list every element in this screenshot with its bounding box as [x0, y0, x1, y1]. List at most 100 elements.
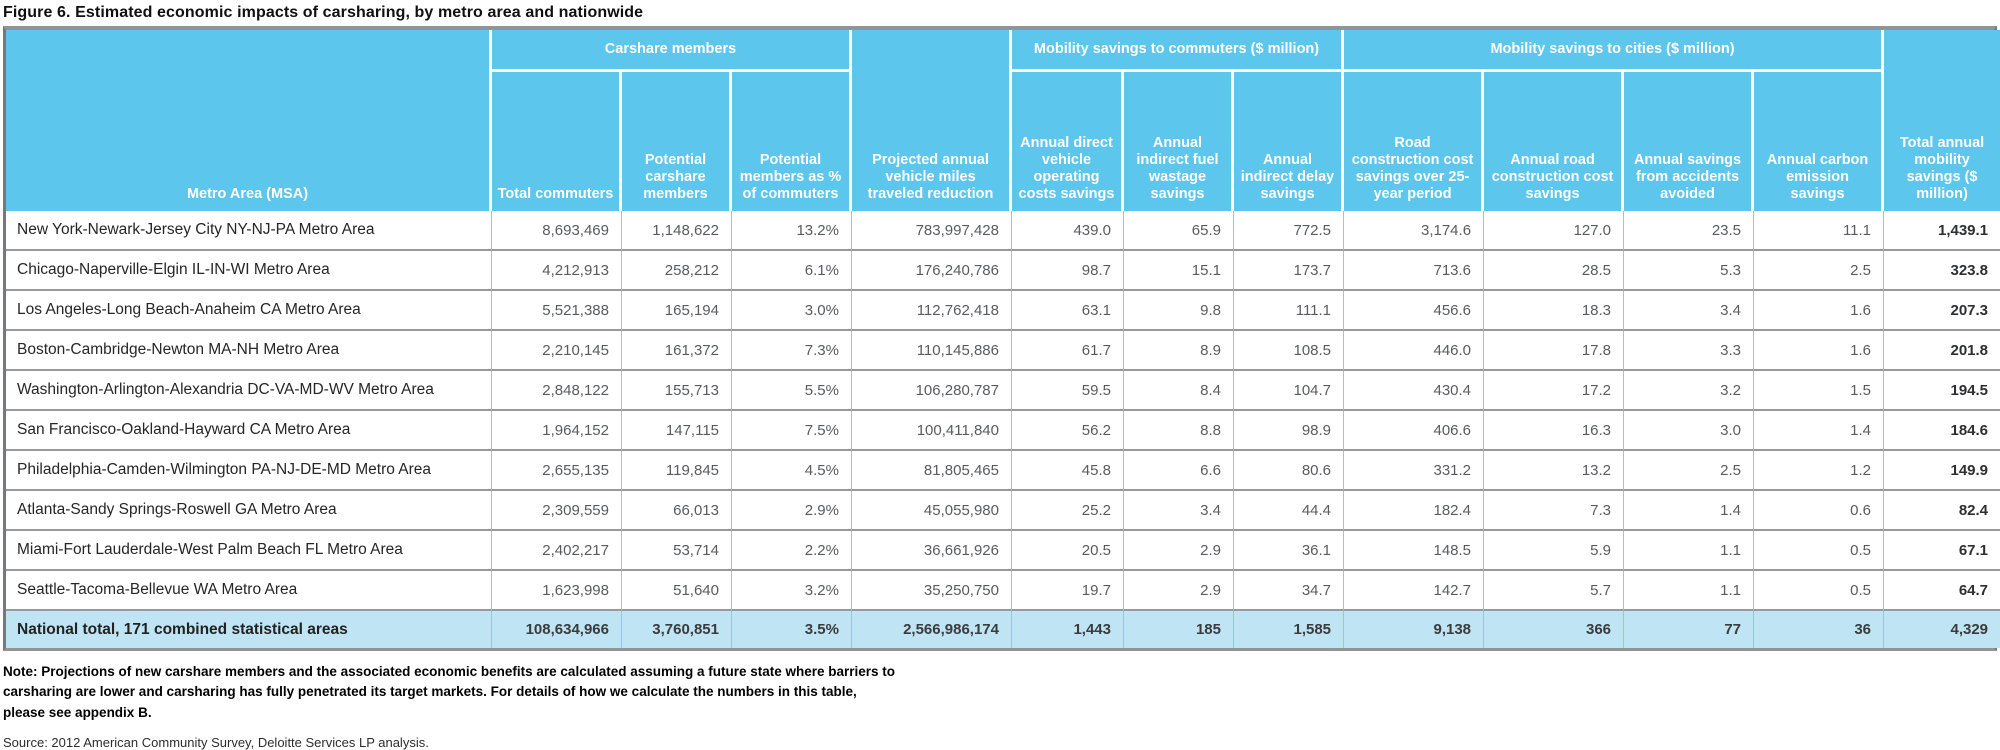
data-cell: 59.5 [1012, 371, 1124, 411]
data-cell: 5.9 [1484, 531, 1625, 571]
data-cell: 13.2 [1484, 451, 1625, 491]
data-cell: 713.6 [1344, 251, 1485, 291]
total-savings-cell: 194.5 [1884, 371, 2000, 411]
figure-source: Source: 2012 American Community Survey, … [3, 734, 429, 750]
data-cell: 1.2 [1754, 451, 1885, 491]
data-cell: 3.3 [1624, 331, 1755, 371]
data-cell: 5.7 [1484, 571, 1625, 611]
data-cell: 331.2 [1344, 451, 1485, 491]
data-cell: 7.3% [732, 331, 852, 371]
data-cell: 173.7 [1234, 251, 1345, 291]
data-cell: 258,212 [622, 251, 732, 291]
data-cell: 63.1 [1012, 291, 1124, 331]
data-cell: 3.4 [1624, 291, 1755, 331]
data-cell: 2.9 [1124, 531, 1234, 571]
col-header-carbon-savings: Annual carbon emission savings [1754, 72, 1885, 211]
data-cell: 2,210,145 [492, 331, 622, 371]
data-cell: 2,566,986,174 [852, 611, 1012, 648]
data-cell: 406.6 [1344, 411, 1485, 451]
table-row-seattle: Seattle-Tacoma-Bellevue WA Metro Area 1,… [6, 571, 2000, 611]
data-cell: 17.2 [1484, 371, 1625, 411]
data-cell: 77 [1624, 611, 1755, 648]
data-cell: 1,148,622 [622, 211, 732, 251]
data-cell: 13.2% [732, 211, 852, 251]
total-savings-cell: 1,439.1 [1884, 211, 2000, 251]
figure-note: Note: Projections of new carshare member… [0, 651, 2000, 723]
data-cell: 1.1 [1624, 531, 1755, 571]
data-cell: 98.9 [1234, 411, 1345, 451]
data-cell: 104.7 [1234, 371, 1345, 411]
data-cell: 185 [1124, 611, 1234, 648]
data-cell: 61.7 [1012, 331, 1124, 371]
total-savings-cell: 323.8 [1884, 251, 2000, 291]
data-cell: 110,145,886 [852, 331, 1012, 371]
total-savings-cell: 207.3 [1884, 291, 2000, 331]
data-cell: 100,411,840 [852, 411, 1012, 451]
group-header-carshare-members: Carshare members [492, 30, 852, 72]
data-cell: 2,309,559 [492, 491, 622, 531]
data-cell: 142.7 [1344, 571, 1485, 611]
data-cell: 161,372 [622, 331, 732, 371]
data-cell: 176,240,786 [852, 251, 1012, 291]
data-cell: 430.4 [1344, 371, 1485, 411]
data-cell: 2.2% [732, 531, 852, 571]
data-cell: 1.5 [1754, 371, 1885, 411]
data-cell: 11.1 [1754, 211, 1885, 251]
col-header-potential-members-pct: Potential members as % of commuters [732, 72, 852, 211]
data-cell: 3,174.6 [1344, 211, 1485, 251]
data-cell: 446.0 [1344, 331, 1485, 371]
data-cell: 1,964,152 [492, 411, 622, 451]
col-header-projected-vmt-reduction: Projected annual vehicle miles traveled … [852, 30, 1012, 211]
data-cell: 1.4 [1754, 411, 1885, 451]
data-cell: 9,138 [1344, 611, 1485, 648]
data-cell: 15.1 [1124, 251, 1234, 291]
data-cell: 5.5% [732, 371, 852, 411]
metro-cell: Washington-Arlington-Alexandria DC-VA-MD… [6, 371, 492, 411]
national-total-label: National total, 171 combined statistical… [6, 611, 492, 648]
data-cell: 34.7 [1234, 571, 1345, 611]
data-cell: 6.1% [732, 251, 852, 291]
group-header-commuter-savings: Mobility savings to commuters ($ million… [1012, 30, 1345, 72]
figure-title: Figure 6. Estimated economic impacts of … [3, 4, 644, 21]
col-header-direct-operating-savings: Annual direct vehicle operating costs sa… [1012, 72, 1124, 211]
note-line-3: please see appendix B. [3, 704, 152, 720]
total-savings-cell: 184.6 [1884, 411, 2000, 451]
table-row-chicago: Chicago-Naperville-Elgin IL-IN-WI Metro … [6, 251, 2000, 291]
data-cell: 2.9 [1124, 571, 1234, 611]
col-header-total-commuters: Total commuters [492, 72, 622, 211]
metro-cell: New York-Newark-Jersey City NY-NJ-PA Met… [6, 211, 492, 251]
data-cell: 2,402,217 [492, 531, 622, 571]
data-cell: 8.9 [1124, 331, 1234, 371]
data-cell: 35,250,750 [852, 571, 1012, 611]
data-cell: 6.6 [1124, 451, 1234, 491]
data-cell: 80.6 [1234, 451, 1345, 491]
table-row-washington: Washington-Arlington-Alexandria DC-VA-MD… [6, 371, 2000, 411]
data-cell: 456.6 [1344, 291, 1485, 331]
data-cell: 8.8 [1124, 411, 1234, 451]
total-savings-cell: 149.9 [1884, 451, 2000, 491]
data-cell: 3.4 [1124, 491, 1234, 531]
data-cell: 36.1 [1234, 531, 1345, 571]
note-line-2: carsharing are lower and carsharing has … [3, 684, 857, 700]
data-cell: 182.4 [1344, 491, 1485, 531]
group-header-row: Metro Area (MSA) Carshare members Projec… [6, 30, 2000, 211]
table-row-miami: Miami-Fort Lauderdale-West Palm Beach FL… [6, 531, 2000, 571]
metro-cell: Atlanta-Sandy Springs-Roswell GA Metro A… [6, 491, 492, 531]
data-cell: 0.5 [1754, 531, 1885, 571]
impacts-table-frame: Metro Area (MSA) Carshare members Projec… [3, 26, 2000, 651]
data-cell: 65.9 [1124, 211, 1234, 251]
data-cell: 20.5 [1012, 531, 1124, 571]
table-row-san-francisco: San Francisco-Oakland-Hayward CA Metro A… [6, 411, 2000, 451]
metro-cell: Seattle-Tacoma-Bellevue WA Metro Area [6, 571, 492, 611]
col-header-road-25yr-savings: Road construction cost savings over 25-y… [1344, 72, 1485, 211]
data-cell: 3.2 [1624, 371, 1755, 411]
metro-cell: Miami-Fort Lauderdale-West Palm Beach FL… [6, 531, 492, 571]
table-row-atlanta: Atlanta-Sandy Springs-Roswell GA Metro A… [6, 491, 2000, 531]
data-cell: 112,762,418 [852, 291, 1012, 331]
data-cell: 772.5 [1234, 211, 1345, 251]
data-cell: 7.5% [732, 411, 852, 451]
data-cell: 106,280,787 [852, 371, 1012, 411]
data-cell: 119,845 [622, 451, 732, 491]
col-header-delay-savings: Annual indirect delay savings [1234, 72, 1345, 211]
